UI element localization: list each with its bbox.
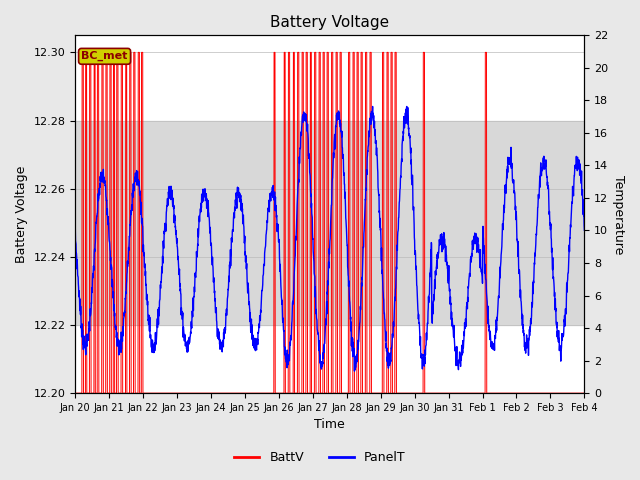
Text: BC_met: BC_met	[81, 51, 128, 61]
Bar	[76, 120, 584, 325]
X-axis label: Time: Time	[314, 419, 345, 432]
Y-axis label: Battery Voltage: Battery Voltage	[15, 166, 28, 263]
Y-axis label: Temperature: Temperature	[612, 175, 625, 254]
Title: Battery Voltage: Battery Voltage	[270, 15, 389, 30]
Legend: BattV, PanelT: BattV, PanelT	[229, 446, 411, 469]
